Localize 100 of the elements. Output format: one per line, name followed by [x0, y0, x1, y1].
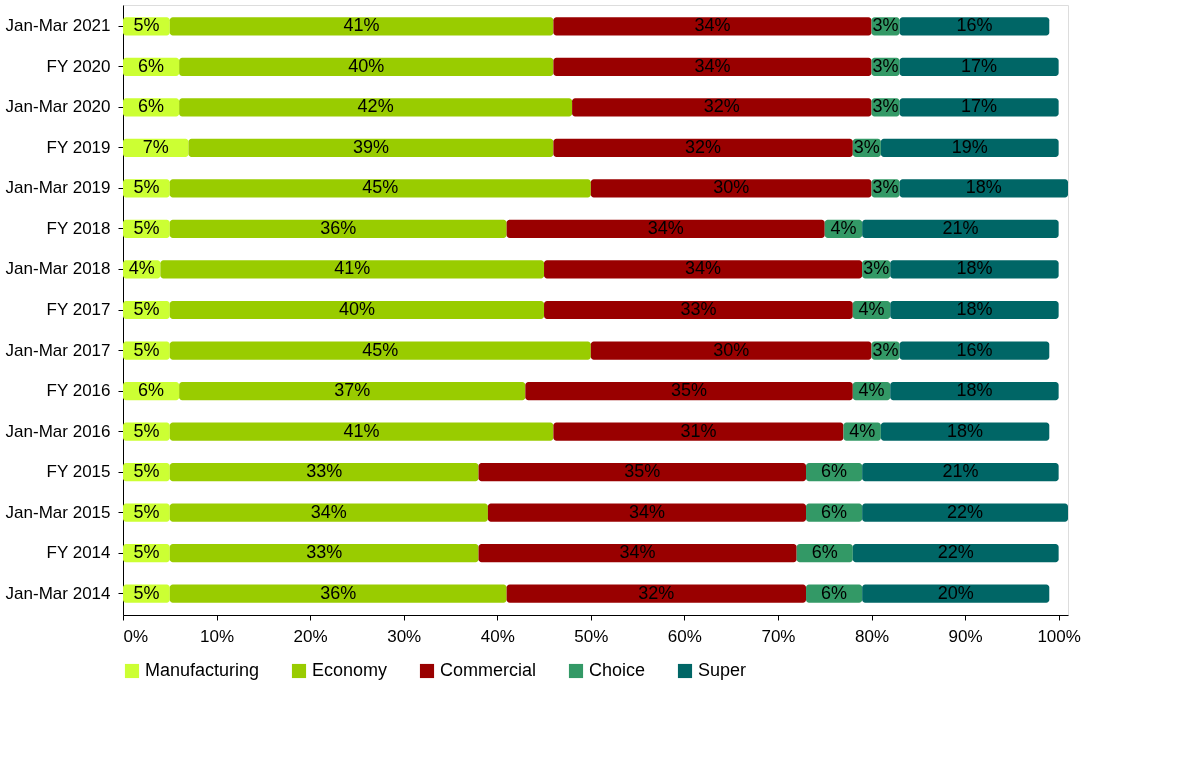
data-label: 34%: [694, 15, 731, 36]
bar: [169, 179, 591, 198]
data-label: 3%: [872, 15, 899, 36]
data-label: 33%: [680, 299, 717, 319]
y-tick-label: FY 2017: [46, 300, 111, 319]
y-tick-label: Jan-Mar 2016: [5, 421, 111, 441]
data-label: 6%: [821, 501, 848, 522]
data-label: 21%: [942, 461, 979, 482]
bar: [553, 422, 844, 441]
y-tick-label: Jan-Mar 2018: [5, 259, 111, 279]
y-tick-label: FY 2016: [46, 381, 111, 401]
bar: [487, 503, 807, 522]
bar: [506, 219, 825, 239]
legend-label: Economy: [312, 660, 388, 680]
x-tick-label: 80%: [855, 626, 890, 646]
data-label: 4%: [128, 258, 155, 279]
data-label: 7%: [142, 136, 169, 157]
data-label: 6%: [821, 461, 848, 482]
bar: [553, 138, 853, 157]
data-label: 42%: [357, 96, 394, 117]
bar: [544, 300, 853, 320]
data-label: 31%: [680, 420, 717, 441]
bar: [478, 463, 807, 482]
data-label: 6%: [138, 380, 165, 401]
y-tick-label: FY 2020: [46, 56, 111, 76]
bar: [862, 503, 1068, 522]
data-label: 39%: [352, 136, 389, 157]
x-tick-label: 60%: [667, 626, 702, 646]
x-tick-label: 100%: [1037, 626, 1081, 646]
data-label: 18%: [956, 299, 993, 319]
bar: [525, 381, 853, 401]
data-label: 4%: [858, 380, 885, 401]
x-tick-label: 0%: [123, 626, 149, 646]
data-label: 22%: [947, 501, 984, 522]
bar: [852, 544, 1059, 563]
data-label: 33%: [306, 542, 343, 563]
data-label: 19%: [951, 136, 988, 157]
y-tick-label: Jan-Mar 2014: [5, 583, 111, 603]
bar: [169, 503, 488, 522]
bar: [169, 422, 554, 441]
data-label: 5%: [133, 461, 160, 482]
data-label: 41%: [343, 15, 380, 36]
data-label: 3%: [872, 96, 899, 117]
bar: [169, 17, 554, 36]
bar: [179, 98, 573, 117]
data-label: 34%: [647, 217, 684, 238]
data-label: 5%: [133, 217, 160, 238]
data-label: 6%: [821, 582, 848, 603]
data-label: 5%: [133, 299, 160, 319]
bar: [890, 260, 1059, 279]
data-label: 5%: [133, 339, 160, 360]
data-label: 5%: [133, 582, 160, 603]
data-label: 35%: [624, 461, 661, 482]
bar: [169, 341, 591, 360]
data-label: 5%: [133, 177, 160, 198]
bar: [553, 57, 872, 76]
bar: [862, 463, 1059, 482]
data-label: 36%: [320, 217, 357, 238]
bar: [169, 300, 545, 320]
data-label: 3%: [853, 136, 880, 157]
data-label: 37%: [334, 380, 371, 401]
data-label: 30%: [713, 339, 750, 360]
bar: [899, 179, 1068, 198]
y-tick-label: FY 2019: [46, 137, 111, 157]
data-label: 18%: [947, 420, 984, 441]
data-label: 35%: [671, 380, 708, 401]
data-label: 34%: [310, 501, 347, 522]
bar: [880, 422, 1050, 441]
bar: [169, 463, 479, 482]
x-tick-label: 10%: [200, 626, 235, 646]
data-label: 30%: [713, 177, 750, 198]
bar: [572, 98, 872, 117]
data-label: 5%: [133, 15, 160, 36]
data-label: 16%: [956, 15, 993, 36]
bar: [899, 98, 1059, 117]
y-tick-label: Jan-Mar 2021: [5, 16, 111, 36]
data-label: 40%: [348, 55, 385, 76]
bar: [899, 57, 1059, 76]
bar: [478, 544, 797, 563]
data-label: 32%: [638, 582, 675, 603]
bar: [506, 584, 807, 603]
y-tick-label: Jan-Mar 2017: [5, 340, 111, 360]
y-tick-label: FY 2014: [46, 543, 111, 563]
bar: [160, 260, 545, 279]
data-label: 21%: [942, 217, 979, 238]
data-label: 41%: [343, 420, 380, 441]
data-label: 5%: [133, 420, 160, 441]
data-label: 17%: [961, 96, 998, 117]
bar: [590, 179, 872, 198]
data-label: 18%: [956, 258, 993, 279]
data-label: 18%: [956, 380, 993, 401]
x-tick-label: 50%: [574, 626, 609, 646]
data-label: 32%: [703, 96, 740, 117]
data-label: 34%: [685, 258, 722, 279]
x-tick-label: 30%: [387, 626, 422, 646]
legend-label: Super: [698, 660, 747, 680]
data-label: 5%: [133, 542, 160, 563]
bar: [169, 544, 479, 563]
legend-label: Choice: [589, 660, 646, 680]
data-label: 4%: [830, 217, 857, 238]
